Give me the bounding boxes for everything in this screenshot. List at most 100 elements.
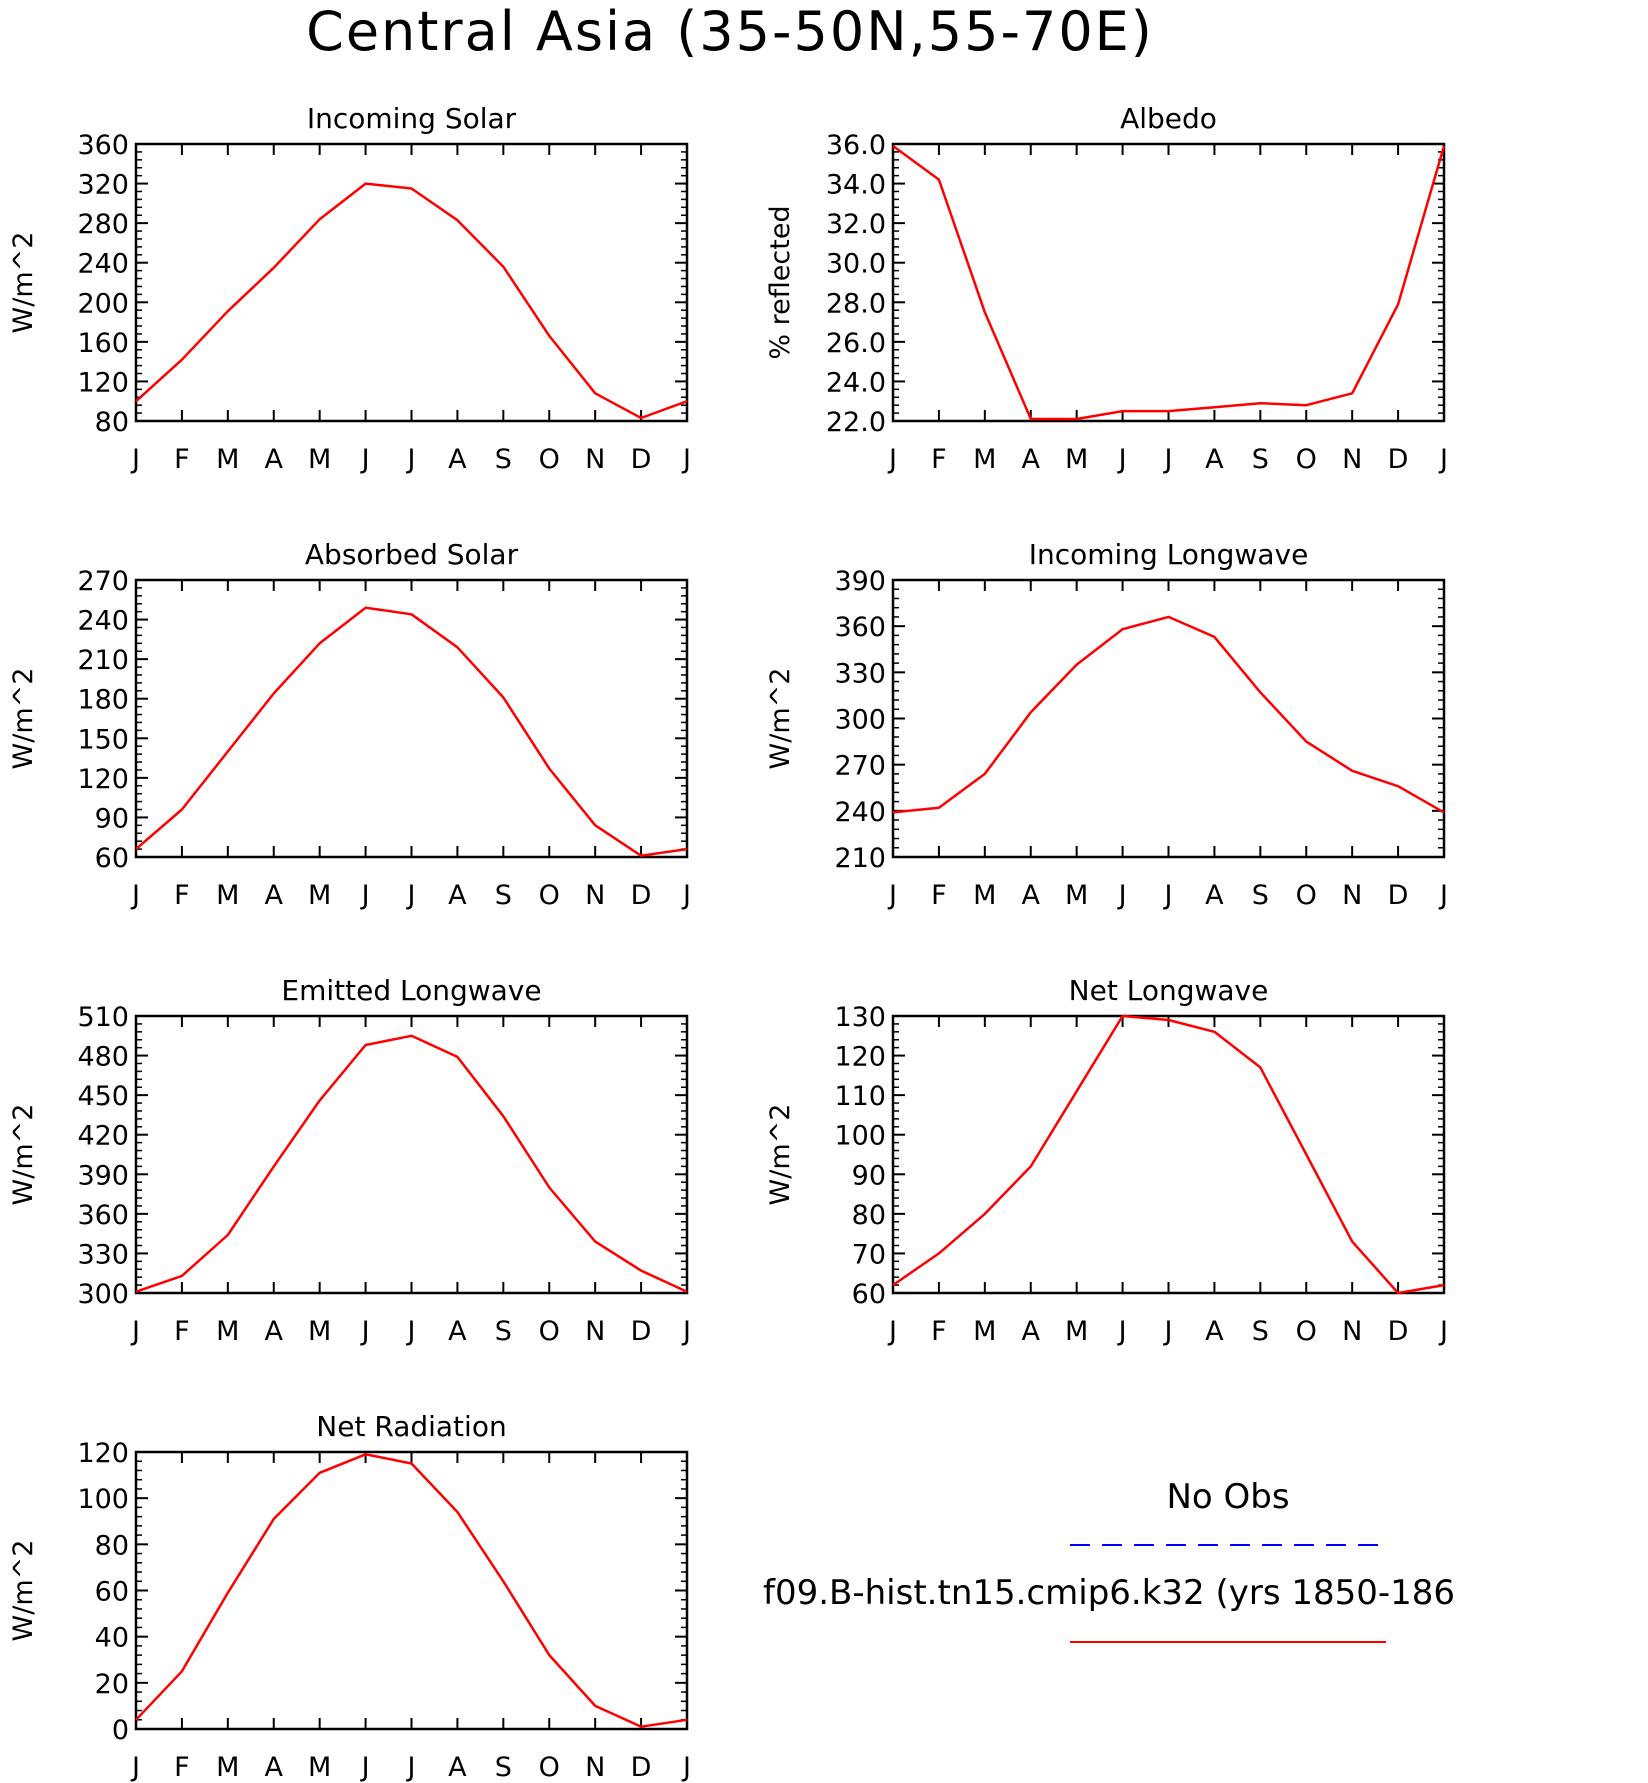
x-tick-label: M (973, 1316, 996, 1347)
x-tick-label: S (495, 444, 512, 475)
x-tick-label: M (1065, 1316, 1088, 1347)
x-tick-label: A (448, 880, 467, 911)
x-tick-label: M (1065, 880, 1088, 911)
x-tick-label: J (887, 1316, 897, 1347)
y-axis-label: % reflected (765, 205, 796, 359)
y-tick-label: 330 (77, 1239, 129, 1270)
x-tick-label: M (973, 880, 996, 911)
x-tick-label: J (360, 1752, 370, 1783)
y-tick-label: 0 (112, 1715, 129, 1746)
x-tick-label: J (887, 880, 897, 911)
y-tick-label: 80 (95, 1530, 129, 1561)
y-tick-label: 28.0 (826, 288, 886, 319)
x-tick-label: M (308, 1752, 331, 1783)
x-tick-label: A (1205, 1316, 1224, 1347)
x-tick-label: S (495, 880, 512, 911)
x-tick-label: J (681, 444, 691, 475)
x-tick-label: N (585, 880, 605, 911)
x-tick-label: F (931, 880, 947, 911)
x-tick-label: N (585, 1752, 605, 1783)
x-tick-label: O (539, 1316, 560, 1347)
y-axis-label: W/m^2 (765, 668, 796, 770)
y-tick-label: 330 (834, 658, 886, 689)
legend-model-label: f09.B-hist.tn15.cmip6.k32 (yrs 1850-186 (763, 1573, 1455, 1613)
x-tick-label: J (1163, 880, 1173, 911)
x-tick-label: J (1117, 1316, 1127, 1347)
plot-frame (134, 1450, 689, 1731)
y-tick-label: 480 (77, 1042, 129, 1073)
panel-title: Absorbed Solar (305, 538, 519, 571)
series-line (135, 1034, 688, 1293)
series-line (135, 1453, 688, 1728)
x-tick-label: D (1388, 444, 1409, 475)
panel-title: Emitted Longwave (281, 974, 541, 1007)
x-tick-label: J (360, 880, 370, 911)
y-tick-label: 80 (95, 407, 129, 438)
x-tick-label: O (1296, 880, 1317, 911)
x-tick-label: M (216, 444, 239, 475)
x-tick-label: J (406, 880, 416, 911)
x-tick-label: D (1388, 880, 1409, 911)
series-line (135, 606, 688, 857)
y-tick-label: 100 (834, 1121, 886, 1152)
y-axis-label: W/m^2 (8, 668, 39, 770)
x-tick-label: F (174, 1316, 190, 1347)
x-tick-label: J (887, 444, 897, 475)
y-tick-label: 90 (852, 1160, 886, 1191)
x-tick-label: N (585, 444, 605, 475)
x-tick-label: A (448, 1752, 467, 1783)
panel-title: Incoming Solar (307, 102, 517, 135)
x-tick-label: F (174, 1752, 190, 1783)
x-tick-label: J (130, 1752, 140, 1783)
series-line (892, 1014, 1445, 1295)
y-tick-label: 180 (77, 685, 129, 716)
y-tick-label: 300 (834, 705, 886, 736)
x-tick-label: F (174, 880, 190, 911)
x-tick-label: A (448, 444, 467, 475)
x-tick-label: J (1117, 880, 1127, 911)
y-tick-label: 270 (834, 751, 886, 782)
y-tick-label: 320 (77, 170, 129, 201)
y-axis-label: W/m^2 (8, 1104, 39, 1206)
x-tick-label: A (1205, 444, 1224, 475)
x-tick-label: S (1252, 1316, 1269, 1347)
x-tick-label: J (360, 444, 370, 475)
y-tick-label: 32.0 (826, 209, 886, 240)
plot-frame (134, 578, 689, 859)
y-tick-label: 30.0 (826, 249, 886, 280)
y-tick-label: 450 (77, 1081, 129, 1112)
y-tick-label: 24.0 (826, 367, 886, 398)
x-tick-label: J (406, 1752, 416, 1783)
y-tick-label: 510 (77, 1002, 129, 1033)
y-tick-label: 160 (77, 328, 129, 359)
x-tick-label: A (1022, 1316, 1041, 1347)
y-tick-label: 80 (852, 1200, 886, 1231)
x-tick-label: M (216, 1752, 239, 1783)
x-tick-label: O (539, 444, 560, 475)
x-tick-label: A (265, 1752, 284, 1783)
plot-frame (134, 1014, 689, 1295)
x-tick-label: D (631, 1752, 652, 1783)
y-tick-label: 34.0 (826, 170, 886, 201)
x-tick-label: J (130, 880, 140, 911)
x-tick-label: S (1252, 880, 1269, 911)
y-axis-label: W/m^2 (8, 232, 39, 334)
y-tick-label: 390 (834, 566, 886, 597)
panel-title: Net Radiation (316, 1410, 506, 1443)
x-tick-label: A (265, 1316, 284, 1347)
x-tick-label: M (216, 880, 239, 911)
series-line (892, 615, 1445, 814)
y-tick-label: 70 (852, 1239, 886, 1270)
x-tick-label: J (130, 444, 140, 475)
x-tick-label: J (360, 1316, 370, 1347)
y-axis-label: W/m^2 (765, 1104, 796, 1206)
x-tick-label: D (631, 880, 652, 911)
y-tick-label: 240 (77, 249, 129, 280)
series-line (892, 144, 1446, 421)
y-tick-label: 20 (95, 1669, 129, 1700)
x-tick-label: J (1438, 880, 1448, 911)
x-tick-label: J (1438, 444, 1448, 475)
